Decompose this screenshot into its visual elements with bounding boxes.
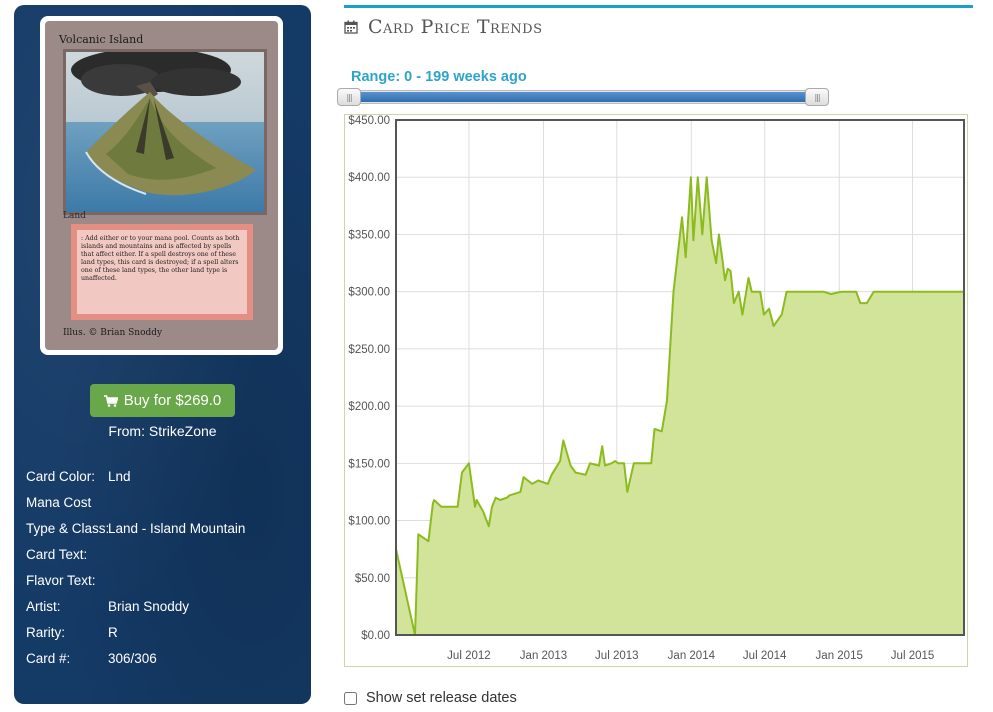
y-tick-label: $50.00 bbox=[355, 573, 390, 585]
y-tick-label: $400.00 bbox=[348, 172, 390, 184]
card-rules-text: : Add either or to your mana pool. Count… bbox=[81, 235, 240, 282]
range-label: Range: 0 - 199 weeks ago bbox=[351, 69, 527, 85]
x-tick-label: Jul 2012 bbox=[447, 650, 490, 662]
volcano-illustration bbox=[66, 48, 264, 212]
card-name: Volcanic Island bbox=[59, 33, 144, 46]
y-tick-label: $350.00 bbox=[348, 229, 390, 241]
x-tick-label: Jan 2015 bbox=[816, 650, 863, 662]
y-tick-label: $250.00 bbox=[348, 344, 390, 356]
price-trend-chart: $0.00 $50.00 $100.00 $150.00 $200.00 $250.00 $… bbox=[344, 114, 968, 667]
card-artwork: Volcanic Island bbox=[45, 21, 278, 350]
shopping-cart-icon bbox=[103, 394, 118, 407]
plot-border bbox=[395, 119, 965, 636]
attr-label: Rarity: bbox=[26, 625, 66, 640]
range-slider-min-handle[interactable]: ||| bbox=[337, 88, 361, 106]
x-tick-label: Jan 2013 bbox=[520, 650, 567, 662]
section-header: Card Price Trends bbox=[344, 16, 543, 38]
card-illustration bbox=[63, 48, 267, 215]
calendar-icon bbox=[344, 20, 358, 34]
y-tick-label: $100.00 bbox=[348, 516, 390, 528]
y-tick-label: $200.00 bbox=[348, 401, 390, 413]
attr-label: Card Text: bbox=[26, 547, 88, 562]
price-area-fill bbox=[396, 177, 964, 635]
range-slider-fill bbox=[352, 92, 814, 102]
y-tick-label: $150.00 bbox=[348, 458, 390, 470]
attr-label: Card #: bbox=[26, 651, 71, 666]
card-text-box: : Add either or to your mana pool. Count… bbox=[71, 224, 253, 320]
attr-value: Brian Snoddy bbox=[108, 599, 190, 614]
section-accent-bar bbox=[344, 5, 973, 8]
attr-label: Mana Cost bbox=[26, 495, 92, 510]
seller-line: From: StrikeZone bbox=[108, 423, 217, 439]
y-tick-label: $300.00 bbox=[348, 287, 390, 299]
card-details-panel: Volcanic Island bbox=[14, 5, 311, 704]
buy-button[interactable]: Buy for $269.0 bbox=[90, 384, 235, 417]
range-slider-max-handle[interactable]: ||| bbox=[805, 88, 829, 106]
attr-label: Flavor Text: bbox=[26, 573, 96, 588]
x-tick-label: Jan 2014 bbox=[668, 650, 716, 662]
card-illustrator-credit: Illus. © Brian Snoddy bbox=[63, 328, 163, 338]
x-tick-label: Jul 2014 bbox=[743, 650, 787, 662]
attr-label: Card Color: bbox=[26, 469, 96, 484]
attr-value: 306/306 bbox=[108, 651, 157, 666]
attr-label: Type & Class: bbox=[26, 521, 110, 536]
range-slider[interactable]: ||| ||| bbox=[337, 88, 829, 106]
card-image: Volcanic Island bbox=[40, 16, 283, 355]
attr-value: R bbox=[108, 625, 118, 640]
attr-value: Land - Island Mountain bbox=[108, 521, 246, 536]
card-type-line: Land bbox=[63, 211, 86, 221]
x-tick-label: Jul 2013 bbox=[595, 650, 638, 662]
attr-label: Artist: bbox=[26, 599, 61, 614]
chart-svg: $0.00 $50.00 $100.00 $150.00 $200.00 $250.00 $… bbox=[348, 115, 965, 662]
x-tick-label: Jul 2015 bbox=[891, 650, 934, 662]
attr-value: Lnd bbox=[108, 469, 131, 484]
release-dates-label: Show set release dates bbox=[366, 690, 517, 706]
price-series-line bbox=[395, 176, 964, 636]
release-dates-toggle[interactable]: Show set release dates bbox=[344, 690, 517, 706]
y-tick-label: $450.00 bbox=[348, 115, 390, 127]
y-tick-label: $0.00 bbox=[361, 630, 390, 642]
section-title: Card Price Trends bbox=[368, 16, 543, 38]
buy-button-label: Buy for $269.0 bbox=[123, 392, 222, 409]
release-dates-checkbox[interactable] bbox=[344, 691, 357, 705]
